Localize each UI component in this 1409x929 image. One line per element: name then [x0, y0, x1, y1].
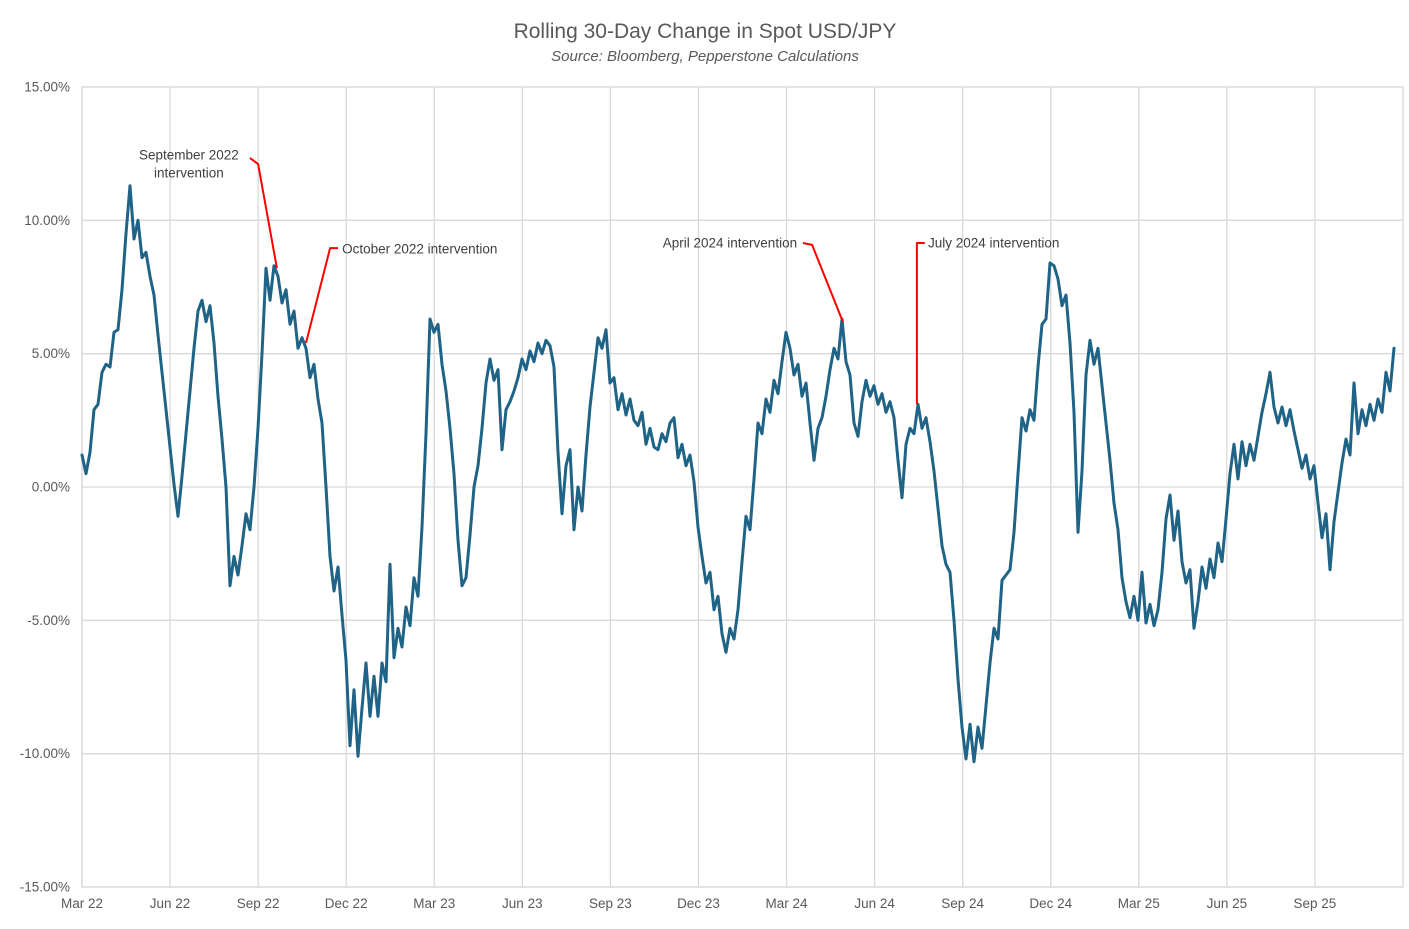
y-axis-tick-label: 5.00% — [32, 346, 70, 361]
x-axis-tick-label: Sep 24 — [941, 896, 984, 911]
x-axis-tick-label: Jun 23 — [502, 896, 543, 911]
x-axis-tick-label: Jun 22 — [150, 896, 191, 911]
annotation-layer: September 2022 intervention October 2022 i… — [139, 148, 1059, 405]
jul-2024-intervention-label: July 2024 intervention — [928, 236, 1059, 251]
y-axis-tick-label: 10.00% — [24, 213, 70, 228]
x-axis-tick-label: Mar 24 — [766, 896, 809, 911]
x-axis-tick-label: Jun 24 — [854, 896, 895, 911]
y-axis-tick-label: -10.00% — [20, 746, 70, 761]
y-axis-tick-label: 0.00% — [32, 480, 70, 495]
apr-2024-intervention-leader-line — [802, 242, 844, 323]
chart-subtitle: Source: Bloomberg, Pepperstone Calculati… — [551, 48, 859, 65]
x-axis-tick-label: Dec 23 — [677, 896, 720, 911]
x-axis-tick-label: Dec 22 — [325, 896, 368, 911]
oct-2022-intervention-label: October 2022 intervention — [342, 241, 497, 256]
sep-2022-intervention-leader-line — [249, 157, 278, 269]
grid-layer — [81, 86, 1404, 888]
y-axis-tick-labels: 15.00% 10.00% 5.00% 0.00% -5.00% -10.00% -15.0… — [20, 80, 70, 895]
y-axis-tick-label: 15.00% — [24, 80, 70, 95]
sep-2022-intervention-label: September 2022 — [139, 148, 239, 163]
x-axis-tick-labels: Mar 22 Jun 22 Sep 22 Dec 22 Mar 23 Jun 23 Sep … — [61, 896, 1336, 911]
apr-2024-intervention-label: April 2024 intervention — [663, 236, 797, 251]
x-axis-tick-label: Sep 25 — [1294, 896, 1337, 911]
oct-2022-intervention-leader-line — [305, 247, 338, 344]
page-title: Rolling 30-Day Change in Spot USD/JPY — [514, 20, 897, 43]
x-axis-tick-label: Mar 25 — [1118, 896, 1160, 911]
x-axis-tick-label: Sep 23 — [589, 896, 632, 911]
x-axis-tick-label: Sep 22 — [237, 896, 280, 911]
plot-border — [81, 86, 1404, 888]
x-axis-tick-label: Dec 24 — [1029, 896, 1072, 911]
x-axis-tick-label: Mar 22 — [61, 896, 103, 911]
series-layer — [80, 184, 1396, 764]
x-axis-tick-label: Jun 25 — [1207, 896, 1248, 911]
x-axis-tick-label: Mar 23 — [413, 896, 455, 911]
y-axis-tick-label: -15.00% — [20, 880, 70, 895]
sep-2022-intervention-label: intervention — [154, 166, 224, 181]
y-axis-tick-label: -5.00% — [27, 613, 70, 628]
series-line-rolling-30d-pct-change — [80, 184, 1396, 764]
jul-2024-intervention-leader-line — [915, 242, 925, 405]
